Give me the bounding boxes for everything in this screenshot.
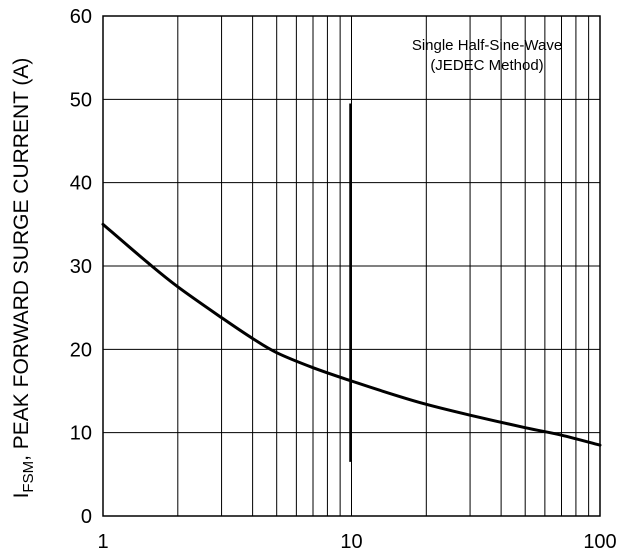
y-tick-label: 40 (70, 173, 92, 195)
y-tick-label: 20 (70, 339, 92, 361)
y-tick-label: 0 (81, 506, 92, 528)
plot-frame (102, 15, 601, 517)
y-axis-label: IFSM, PEAK FORWARD SURGE CURRENT (A) (10, 58, 37, 499)
y-tick-labels: 0 10 20 30 40 50 60 (70, 6, 92, 528)
y-axis-label-prefix: I (10, 493, 33, 499)
plot-border (102, 15, 601, 517)
annotation-line-1: Single Half-Sine-Wave (412, 37, 562, 54)
x-tick-label: 1 (97, 531, 108, 553)
x-tick-label: 100 (583, 531, 616, 553)
y-tick-label: 60 (70, 6, 92, 28)
y-tick-label: 50 (70, 89, 92, 111)
annotation-line-2: (JEDEC Method) (430, 57, 543, 74)
y-tick-label: 10 (70, 423, 92, 445)
y-axis-label-subscript: FSM (20, 461, 37, 493)
y-axis-label-text: , PEAK FORWARD SURGE CURRENT (A) (10, 58, 33, 461)
y-tick-label: 30 (70, 256, 92, 278)
x-tick-label: 10 (340, 531, 362, 553)
series-line (101, 222, 602, 447)
x-tick-labels: 1 10 100 (97, 531, 616, 553)
series-layer (101, 222, 602, 447)
